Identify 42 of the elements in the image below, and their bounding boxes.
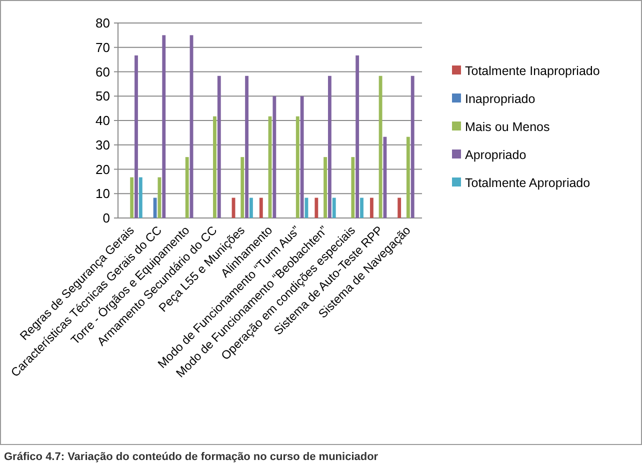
bar bbox=[410, 76, 414, 218]
bar bbox=[272, 96, 276, 218]
bar bbox=[328, 76, 332, 218]
bar bbox=[162, 35, 166, 218]
bar bbox=[406, 136, 410, 218]
bar bbox=[356, 55, 360, 218]
legend-label: Mais ou Menos bbox=[465, 120, 550, 134]
y-tick-label: 10 bbox=[96, 186, 110, 202]
bar bbox=[370, 198, 374, 218]
bar bbox=[351, 157, 355, 218]
y-tick-label: 0 bbox=[102, 210, 110, 226]
bar bbox=[296, 116, 300, 218]
bar bbox=[314, 198, 318, 218]
bar bbox=[360, 198, 364, 218]
bar bbox=[245, 76, 248, 218]
bar bbox=[138, 177, 142, 218]
legend-label: Totalmente Inapropriado bbox=[465, 64, 600, 78]
legend-label: Totalmente Apropriado bbox=[465, 176, 590, 190]
y-tick-label: 60 bbox=[96, 64, 110, 80]
bar bbox=[378, 76, 382, 218]
bar bbox=[217, 76, 221, 218]
y-tick-label: 80 bbox=[96, 16, 110, 31]
bar bbox=[185, 157, 189, 218]
y-tick-label: 20 bbox=[96, 162, 110, 177]
bar bbox=[130, 177, 134, 218]
bar bbox=[158, 177, 162, 218]
bar bbox=[240, 157, 244, 218]
bar bbox=[134, 55, 138, 218]
y-tick-label: 40 bbox=[96, 113, 110, 128]
y-tick-label: 30 bbox=[96, 137, 110, 152]
bar bbox=[249, 198, 253, 218]
bar bbox=[259, 198, 263, 218]
bar bbox=[398, 198, 402, 218]
text: Gráfico 4.7: Variação do conteúdo de formação no curso de municiador bbox=[4, 451, 379, 463]
bar bbox=[300, 96, 304, 218]
legend-label: Inapropriado bbox=[465, 92, 536, 106]
y-tick-label: 70 bbox=[96, 40, 110, 55]
y-tick-label: 50 bbox=[96, 88, 110, 104]
bar bbox=[213, 116, 216, 218]
bar bbox=[324, 157, 327, 218]
bar bbox=[332, 198, 336, 218]
legend-label: Apropriado bbox=[465, 148, 526, 162]
